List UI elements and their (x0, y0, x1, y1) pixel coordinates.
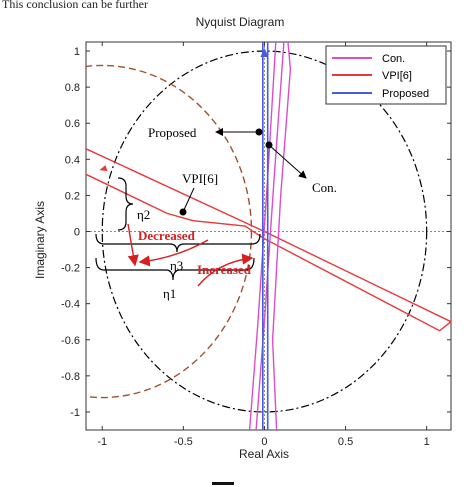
con-arrow (268, 144, 307, 179)
increased-arrow (197, 253, 254, 287)
y-ticks: 1 0.8 0.6 0.4 0.2 0 -0.2 -0.4 -0.6 -0.8 -1 (61, 46, 451, 419)
annotations-layer: Proposed Con. VPI[6] η2 η3 η1 Decreased … (95, 125, 337, 301)
x-axis-label: Real Axis (239, 447, 289, 461)
x-ticks: -1 -0.5 0 0.5 1 (97, 42, 430, 448)
eta1-brace (95, 257, 255, 281)
y-tick-label: 0.4 (65, 154, 80, 166)
y-tick-label: -0.2 (61, 263, 80, 275)
vpi-pointer (182, 187, 195, 213)
decreased-arrow (138, 239, 209, 267)
x-tick-label: 0.5 (338, 436, 353, 448)
decreased-label: Decreased (138, 228, 196, 243)
eta2-brace (117, 177, 134, 231)
y-tick-label: -1 (70, 407, 80, 419)
x-tick-label: 1 (424, 436, 430, 448)
eta3-label: η3 (170, 258, 183, 273)
vpi-arrowhead (99, 165, 108, 172)
con-label: Con. (312, 180, 337, 195)
x-tick-label: 0 (261, 436, 267, 448)
proposed-arrowhead (260, 48, 269, 58)
x-tick-label: -0.5 (174, 436, 193, 448)
y-tick-label: 0.8 (65, 82, 80, 94)
eta2-label: η2 (137, 207, 150, 222)
proposed-label: Proposed (148, 125, 197, 140)
proposed-point (255, 128, 263, 136)
y-tick-label: -0.8 (61, 371, 80, 383)
eta3-brace (95, 233, 261, 253)
y-tick-label: -0.6 (61, 335, 80, 347)
cut-caption: This conclusion can be further (2, 0, 148, 11)
chart-title: Nyquist Diagram (196, 15, 285, 29)
con-curve-branch (271, 42, 292, 430)
y-tick-label: 1 (74, 46, 80, 58)
legend-label-vpi: VPI[6] (382, 70, 412, 82)
legend-label-proposed: Proposed (382, 88, 429, 100)
y-tick-label: 0.2 (65, 190, 80, 202)
legend-label-con: Con. (382, 53, 405, 65)
curves-layer (86, 42, 451, 430)
margin-circle (86, 64, 253, 399)
increased-label: Increased (197, 262, 252, 277)
y-tick-label: 0 (74, 226, 80, 238)
y-axis-label: Imaginary Axis (33, 201, 47, 279)
x-tick-label: -1 (97, 436, 107, 448)
y-tick-label: 0.6 (65, 118, 80, 130)
vpi-curve (86, 148, 451, 332)
proposed-curve (262, 42, 269, 430)
y-tick-label: -0.4 (61, 299, 80, 311)
eta1-label: η1 (163, 286, 176, 301)
vpi-label: VPI[6] (182, 171, 218, 186)
bottom-cut-glyph (212, 482, 234, 485)
decreased-arrow-2 (127, 223, 139, 267)
legend: Con. VPI[6] Proposed (325, 45, 447, 105)
